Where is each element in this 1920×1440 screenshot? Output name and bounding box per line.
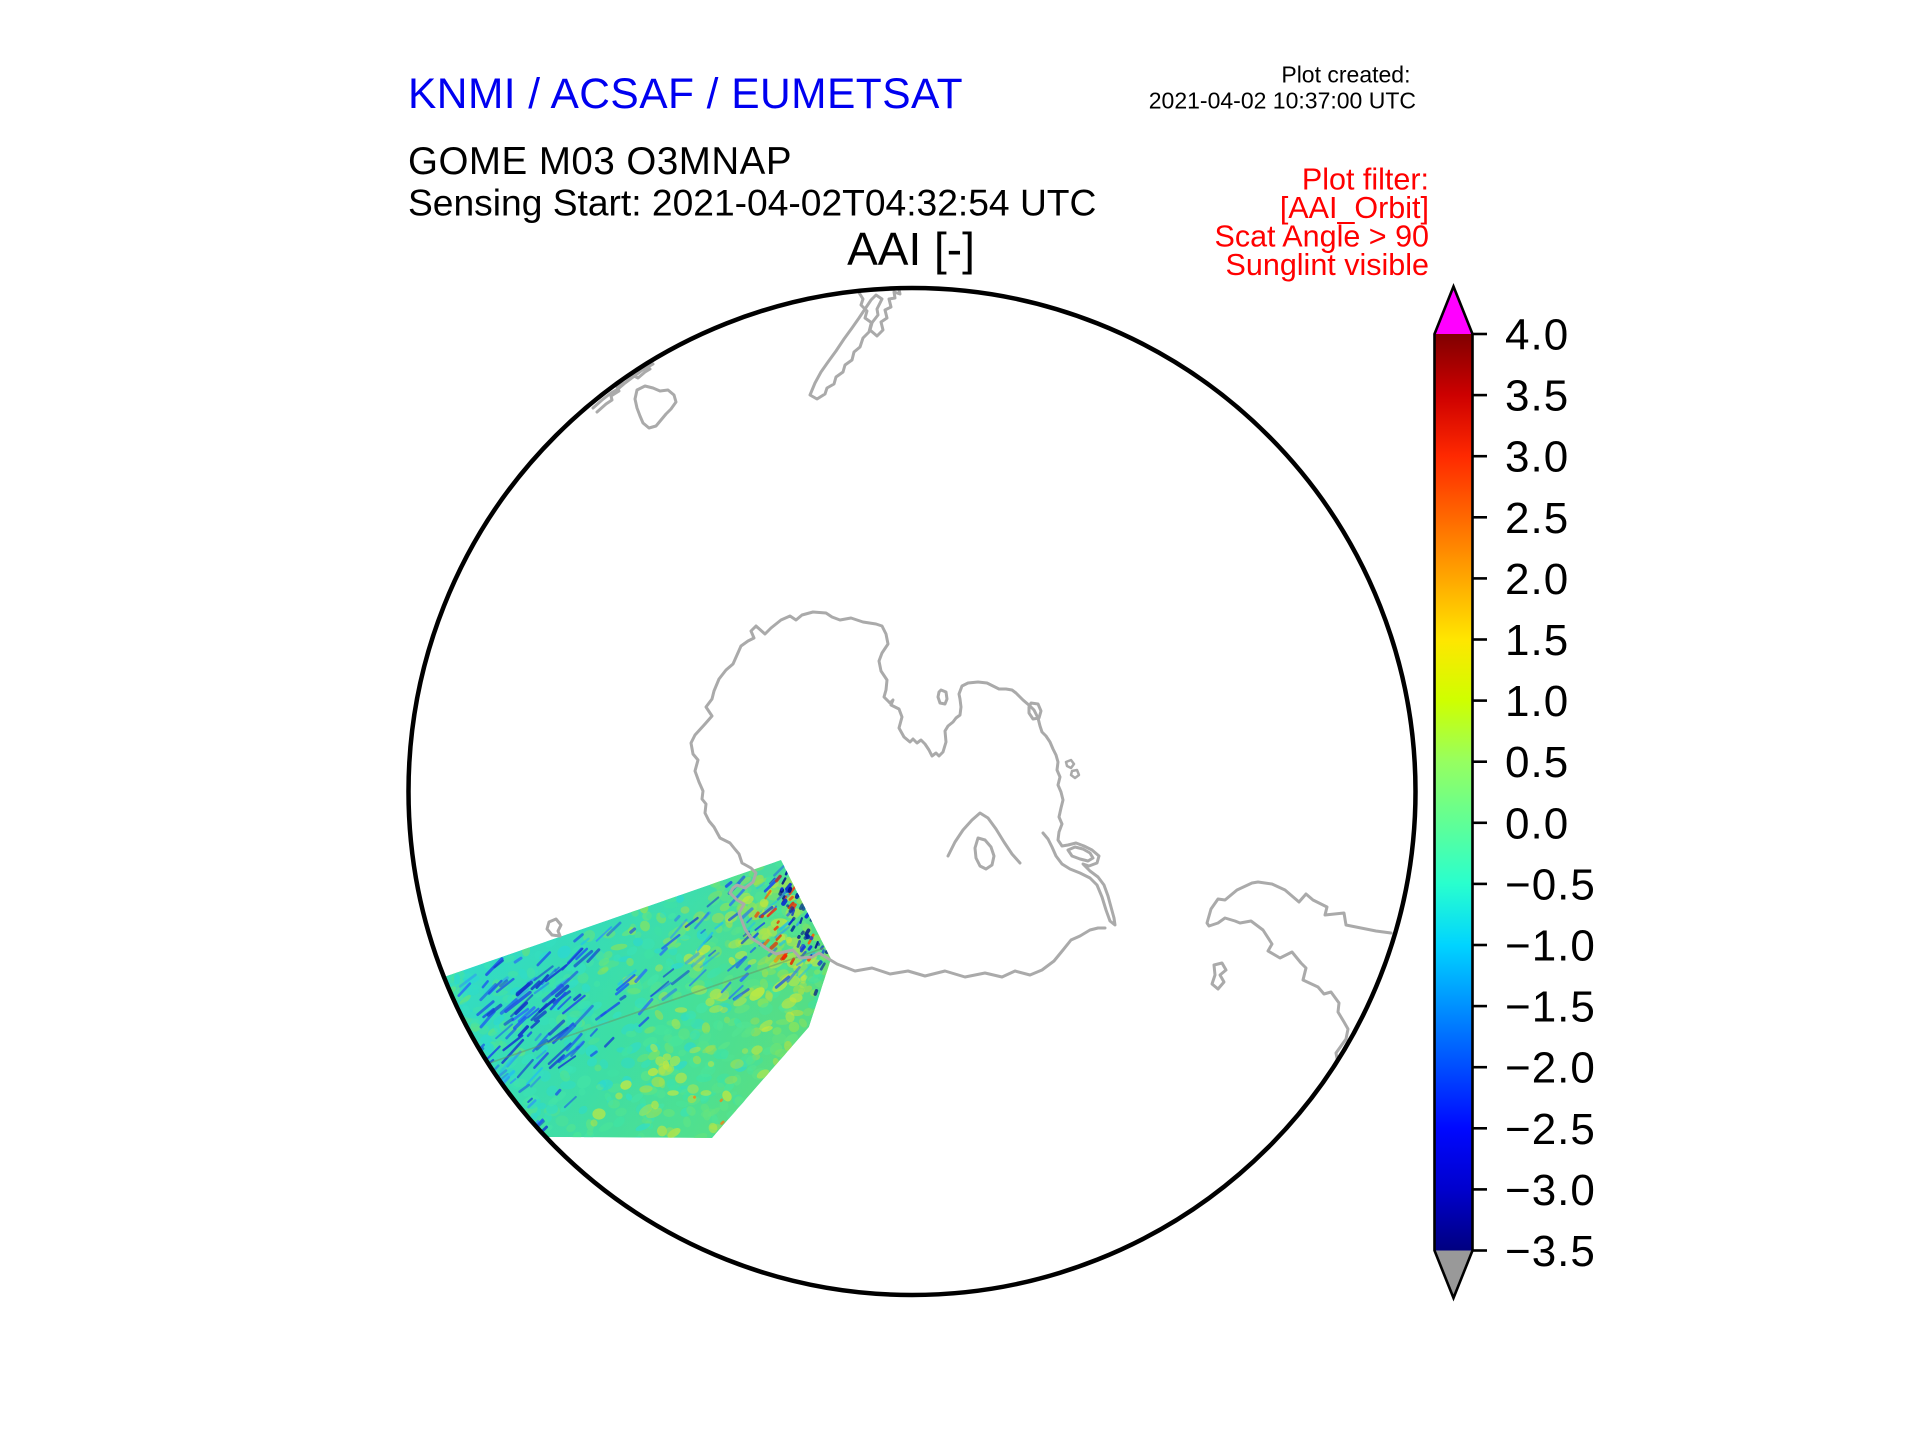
svg-text:1.5: 1.5 — [1505, 616, 1569, 665]
svg-text:−1.5: −1.5 — [1505, 983, 1596, 1032]
svg-text:0.5: 0.5 — [1505, 738, 1569, 787]
svg-text:−2.5: −2.5 — [1505, 1105, 1596, 1154]
svg-text:Sunglint visible: Sunglint visible — [1226, 248, 1429, 282]
svg-text:2.0: 2.0 — [1505, 555, 1569, 604]
svg-text:−0.5: −0.5 — [1505, 860, 1596, 909]
svg-text:AAI [-]: AAI [-] — [847, 223, 975, 275]
svg-text:Plot filter:: Plot filter: — [1302, 163, 1429, 197]
svg-text:3.5: 3.5 — [1505, 372, 1569, 421]
svg-text:2.5: 2.5 — [1505, 494, 1569, 543]
svg-text:4.0: 4.0 — [1505, 311, 1569, 360]
svg-text:2021-04-02 10:37:00 UTC: 2021-04-02 10:37:00 UTC — [1149, 87, 1416, 113]
svg-text:−1.0: −1.0 — [1505, 922, 1596, 971]
svg-text:[AAI_Orbit]: [AAI_Orbit] — [1280, 191, 1429, 225]
svg-text:GOME M03 O3MNAP: GOME M03 O3MNAP — [408, 140, 792, 183]
svg-text:−3.0: −3.0 — [1505, 1166, 1596, 1215]
svg-text:Scat Angle > 90: Scat Angle > 90 — [1214, 220, 1429, 254]
svg-text:1.0: 1.0 — [1505, 677, 1569, 726]
svg-text:−3.5: −3.5 — [1505, 1227, 1596, 1276]
svg-text:−2.0: −2.0 — [1505, 1044, 1596, 1093]
svg-text:Sensing Start: 2021-04-02T04:3: Sensing Start: 2021-04-02T04:32:54 UTC — [408, 182, 1096, 224]
svg-text:0.0: 0.0 — [1505, 799, 1569, 848]
svg-text:3.0: 3.0 — [1505, 433, 1569, 482]
svg-text:KNMI / ACSAF / EUMETSAT: KNMI / ACSAF / EUMETSAT — [408, 71, 963, 118]
svg-text:Plot created:: Plot created: — [1281, 62, 1410, 88]
